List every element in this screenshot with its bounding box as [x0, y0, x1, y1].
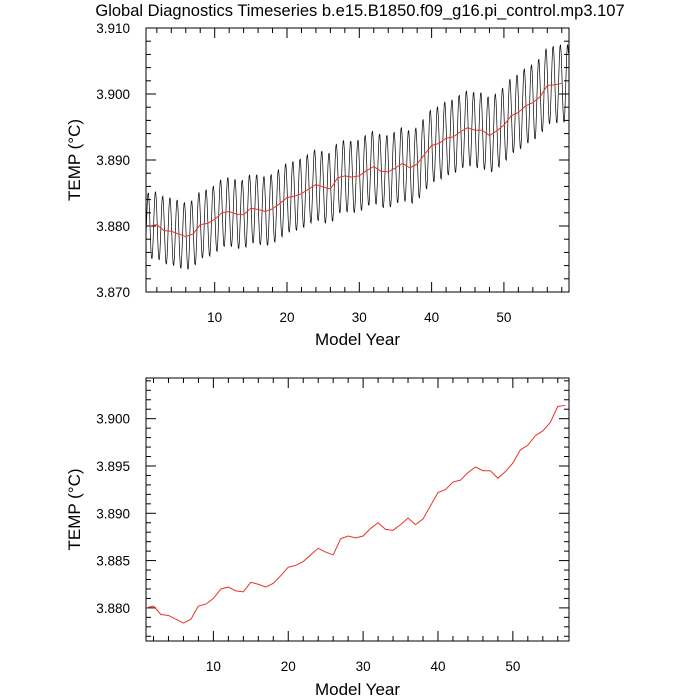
x-axis-label: Model Year [315, 680, 400, 699]
chart-title: Global Diagnostics Timeseries b.e15.B185… [95, 2, 624, 20]
x-tick-label: 10 [207, 310, 222, 325]
x-tick-label: 50 [496, 310, 511, 325]
plot-top: 10 20 30 40 50 3.870 3.880 3.890 3.900 3.910 Model… [65, 21, 570, 349]
y-tick-label: 3.910 [96, 21, 130, 36]
series-line-annual-mean [149, 82, 562, 238]
y-tick-label: 3.890 [96, 506, 130, 521]
y-axis-label: TEMP (°C) [65, 468, 84, 550]
y-tick-label: 3.900 [96, 412, 130, 427]
x-tick-label: 10 [206, 659, 221, 674]
y-axis-label: TEMP (°C) [65, 119, 84, 201]
series-line-annual-mean [146, 404, 566, 624]
plot-bottom: 10 20 30 40 50 3.880 3.885 3.890 3.895 3.900 Model… [65, 377, 570, 699]
plot-frame [145, 377, 570, 642]
x-tick-label: 40 [430, 659, 445, 674]
x-tick-label: 20 [281, 659, 296, 674]
series-line-monthly [146, 44, 569, 270]
y-tick-label: 3.900 [96, 87, 130, 102]
y-tick-label: 3.890 [96, 153, 130, 168]
x-tick-label: 50 [505, 659, 520, 674]
x-tick-label: 40 [424, 310, 439, 325]
y-tick-label: 3.870 [96, 285, 130, 300]
x-tick-label: 30 [352, 310, 367, 325]
x-tick-label: 30 [356, 659, 371, 674]
y-tick-label: 3.895 [96, 459, 130, 474]
y-tick-label: 3.885 [96, 554, 130, 569]
y-tick-label: 3.880 [96, 601, 130, 616]
x-tick-label: 20 [279, 310, 294, 325]
x-axis-label: Model Year [315, 330, 400, 349]
y-tick-label: 3.880 [96, 219, 130, 234]
